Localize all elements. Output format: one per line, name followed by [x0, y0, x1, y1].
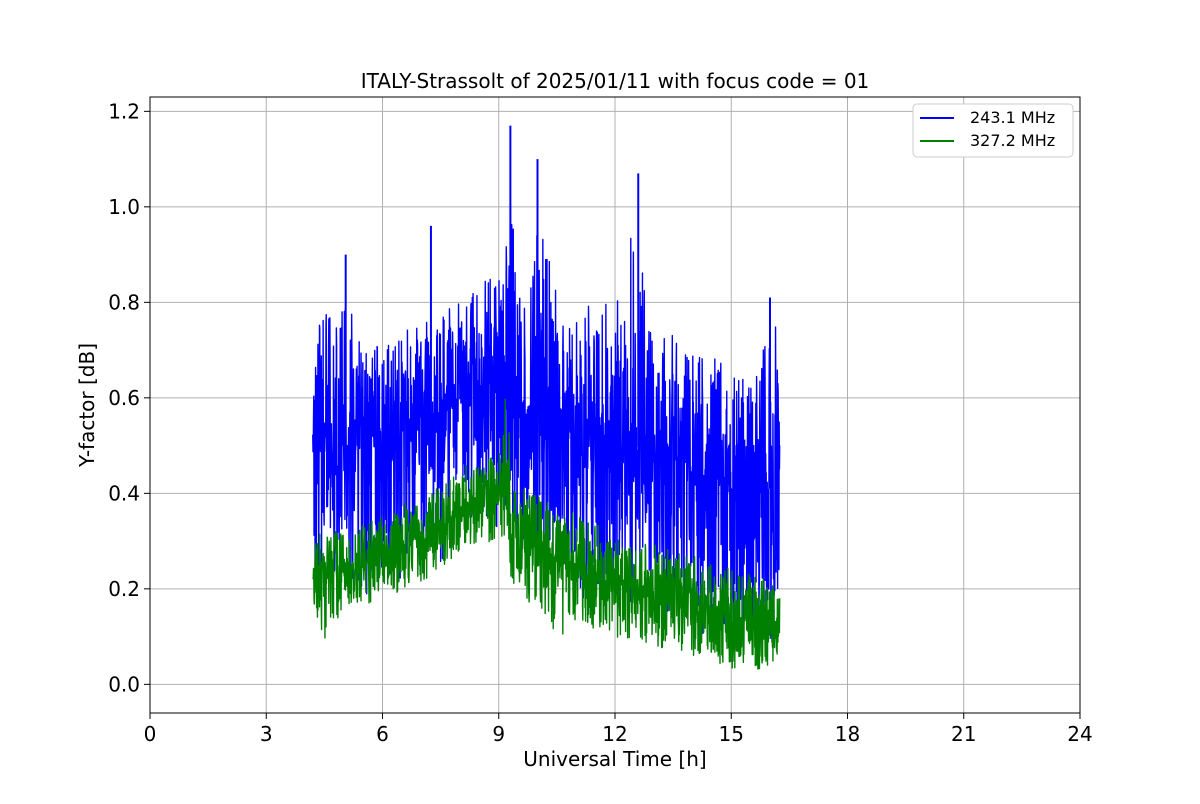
x-tick-label: 24	[1067, 722, 1092, 746]
legend: 243.1 MHz 327.2 MHz	[912, 103, 1074, 158]
x-tick-label: 12	[602, 722, 627, 746]
x-tick-label: 21	[951, 722, 976, 746]
y-tick-label: 1.0	[108, 195, 140, 219]
x-tick-label: 15	[719, 722, 744, 746]
x-tick-label: 3	[260, 722, 273, 746]
y-tick-label: 0.6	[108, 386, 140, 410]
x-axis-label: Universal Time [h]	[523, 747, 706, 771]
x-tick-label: 6	[376, 722, 389, 746]
data-layer	[312, 125, 781, 670]
tick-layer: 0 3 6 9 12 15 18 21 24 0.0 0.2 0.4 0.6 0.8 1.0 1.2	[108, 99, 1093, 746]
legend-label-series-1: 327.2 MHz	[970, 131, 1055, 150]
y-axis-label: Y-factor [dB]	[75, 343, 99, 468]
x-tick-label: 9	[492, 722, 505, 746]
x-tick-label: 18	[835, 722, 860, 746]
x-tick-label: 0	[144, 722, 157, 746]
y-tick-label: 0.4	[108, 481, 140, 505]
series-line-1	[312, 398, 781, 670]
y-tick-label: 0.8	[108, 290, 140, 314]
y-tick-label: 0.2	[108, 577, 140, 601]
chart-title: ITALY-Strassolt of 2025/01/11 with focus…	[361, 69, 870, 93]
legend-label-series-0: 243.1 MHz	[970, 108, 1055, 127]
y-tick-label: 1.2	[108, 99, 140, 123]
y-tick-label: 0.0	[108, 672, 140, 696]
